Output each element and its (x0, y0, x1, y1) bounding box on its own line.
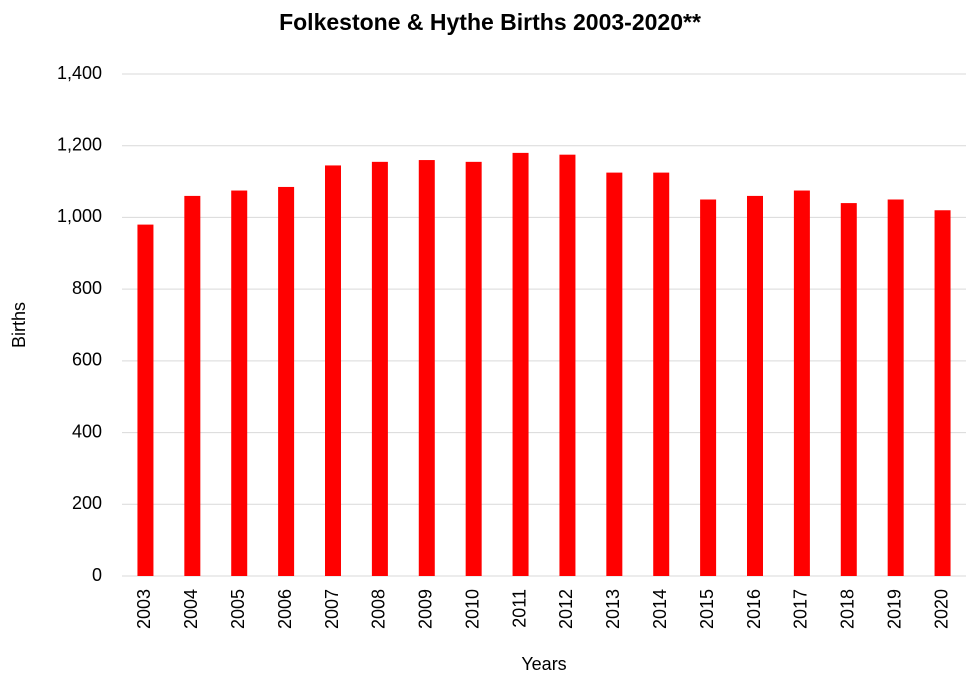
x-tick-label: 2015 (697, 589, 717, 629)
bar (465, 161, 482, 576)
bar (512, 152, 529, 576)
bar (278, 186, 295, 576)
x-tick-label: 2009 (416, 589, 436, 629)
bar (793, 190, 810, 577)
bar (653, 172, 670, 576)
x-tick-label: 2011 (509, 589, 529, 628)
x-tick-label: 2008 (369, 589, 389, 629)
x-tick-label: 2013 (603, 589, 623, 629)
x-tick-label: 2016 (744, 589, 764, 629)
bar (606, 172, 623, 576)
y-tick-label: 1,000 (57, 206, 102, 226)
bar (700, 199, 717, 576)
x-tick-label: 2005 (228, 589, 248, 629)
x-axis-label: Years (521, 654, 566, 674)
y-tick-label: 400 (72, 421, 102, 441)
bar (231, 190, 248, 577)
bar (184, 195, 201, 576)
bar (840, 203, 857, 577)
y-axis-label: Births (9, 302, 29, 348)
y-tick-label: 0 (92, 565, 102, 585)
x-tick-label: 2010 (462, 589, 482, 629)
y-tick-label: 200 (72, 493, 102, 513)
x-tick-label: 2003 (134, 589, 154, 629)
x-tick-label: 2007 (322, 589, 342, 629)
x-tick-label: 2012 (556, 589, 576, 629)
bar (418, 160, 435, 577)
x-tick-label: 2006 (275, 589, 295, 629)
bar (747, 195, 763, 576)
x-tick-label: 2017 (791, 589, 811, 629)
x-tick-label: 2020 (931, 589, 951, 629)
y-tick-label: 1,400 (57, 63, 102, 83)
bar (559, 154, 576, 576)
x-tick-label: 2014 (650, 589, 670, 629)
y-tick-label: 800 (72, 278, 102, 298)
bar (887, 199, 904, 576)
bar (325, 165, 341, 576)
bar (371, 161, 388, 576)
y-tick-label: 600 (72, 350, 102, 370)
bar (137, 224, 154, 576)
x-tick-label: 2018 (838, 589, 858, 629)
bar (934, 210, 951, 576)
x-tick-label: 2019 (884, 589, 904, 629)
x-tick-label: 2004 (181, 589, 201, 629)
y-tick-label: 1,200 (57, 134, 102, 154)
chart-title: Folkestone & Hythe Births 2003-2020** (279, 9, 701, 35)
